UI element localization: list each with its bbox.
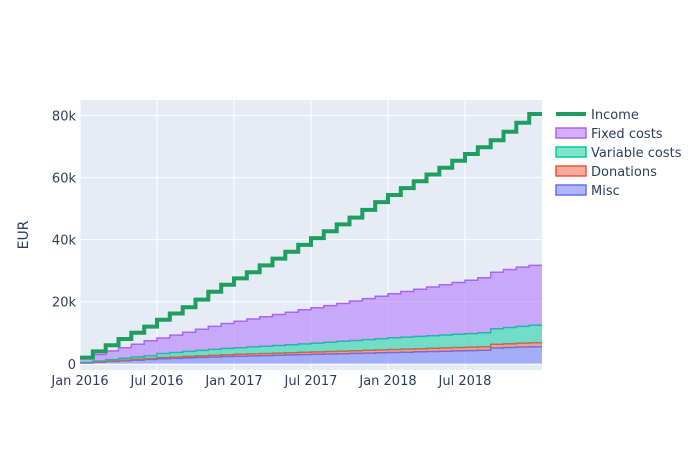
x-tick-label: Jul 2016 <box>130 374 184 389</box>
y-tick-label: 20k <box>52 296 77 311</box>
legend-swatch-variable-costs <box>555 146 587 158</box>
legend-swatch-misc <box>555 184 587 196</box>
x-tick-label: Jul 2017 <box>284 374 338 389</box>
y-axis-label: EUR <box>16 220 32 249</box>
x-tick-label: Jan 2018 <box>358 374 416 389</box>
legend-layer: Income Fixed costs Variable costs Donations… <box>555 108 682 199</box>
legend-label-fixed-costs: Fixed costs <box>591 127 663 142</box>
y-tick-label: 40k <box>52 234 77 249</box>
x-tick-label: Jul 2018 <box>438 374 492 389</box>
series-layer <box>80 112 542 364</box>
y-tick-label: 0 <box>68 358 76 373</box>
line-fixed-costs <box>80 264 542 359</box>
legend-label-misc: Misc <box>591 184 620 199</box>
legend-label-income: Income <box>591 108 639 123</box>
legend-label-donations: Donations <box>591 165 657 180</box>
x-tick-label: Jan 2016 <box>50 374 108 389</box>
legend-swatch-fixed-costs <box>555 127 587 139</box>
y-tick-label: 80k <box>52 110 77 125</box>
axis-layer: 0 20k 40k 60k 80k Jan 2016 Jul 2016 Jan 2017 Jul… <box>50 110 491 389</box>
legend-swatch-donations <box>555 165 587 177</box>
x-tick-label: Jan 2017 <box>204 374 262 389</box>
line-income <box>80 112 542 360</box>
y-tick-label: 60k <box>52 172 77 187</box>
legend-label-variable-costs: Variable costs <box>591 146 682 161</box>
